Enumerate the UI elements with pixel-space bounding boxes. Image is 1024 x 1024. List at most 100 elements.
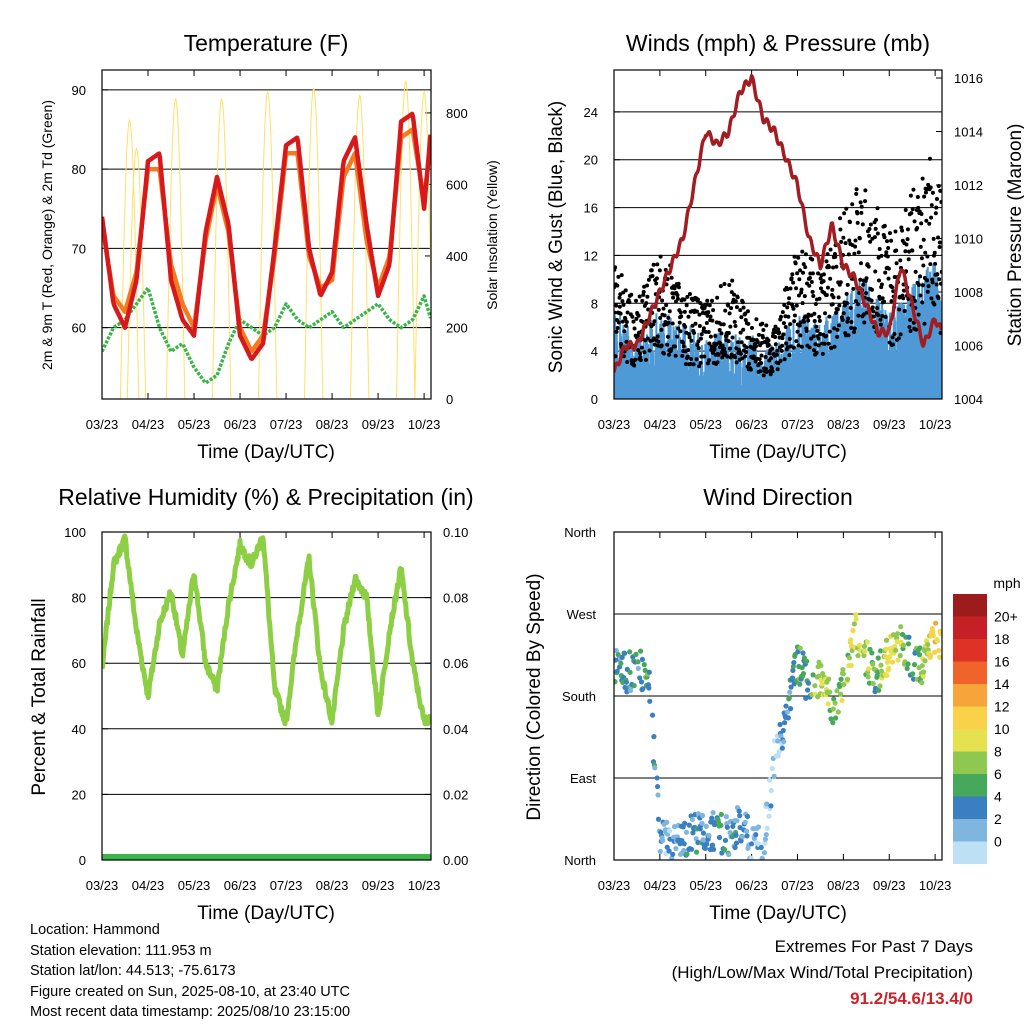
rh-tick-label: 60 bbox=[72, 656, 86, 671]
gust-point bbox=[696, 346, 701, 351]
direction-point bbox=[819, 681, 825, 687]
gust-point bbox=[936, 184, 941, 189]
gust-point bbox=[776, 327, 781, 332]
gust-point bbox=[867, 233, 872, 238]
gust-point bbox=[717, 327, 722, 332]
gust-point bbox=[796, 343, 801, 348]
gust-point bbox=[726, 303, 731, 308]
gust-point bbox=[692, 330, 697, 335]
direction-point bbox=[764, 825, 770, 831]
gust-point bbox=[787, 353, 792, 358]
gust-point bbox=[814, 351, 819, 356]
gust-point bbox=[618, 292, 623, 297]
gust-point bbox=[855, 220, 860, 225]
gust-point bbox=[749, 325, 754, 330]
gust-point bbox=[809, 279, 814, 284]
legend-swatch bbox=[953, 841, 987, 864]
direction-point bbox=[893, 647, 899, 653]
gust-point bbox=[764, 370, 769, 375]
direction-point bbox=[877, 648, 884, 654]
solar-day-curve bbox=[414, 91, 431, 399]
gust-point bbox=[670, 321, 675, 326]
gust-point bbox=[908, 329, 913, 334]
gust-point bbox=[910, 248, 915, 253]
gust-point bbox=[848, 305, 853, 310]
direction-point bbox=[684, 851, 690, 857]
gust-point bbox=[919, 212, 924, 217]
direction-point bbox=[850, 627, 856, 634]
gust-point bbox=[844, 291, 849, 296]
direction-tick-label: North bbox=[564, 525, 596, 540]
gust-point bbox=[853, 299, 858, 304]
direction-point bbox=[904, 665, 910, 672]
gust-point bbox=[879, 282, 884, 287]
gust-point bbox=[905, 227, 910, 232]
gust-point bbox=[705, 298, 710, 303]
direction-point bbox=[786, 695, 792, 701]
gust-point bbox=[725, 354, 730, 359]
direction-point bbox=[718, 822, 724, 829]
gust-point bbox=[672, 344, 677, 349]
gust-point bbox=[614, 310, 617, 315]
gust-point bbox=[786, 314, 791, 319]
gust-point bbox=[703, 329, 708, 334]
x-tick-label: 10/23 bbox=[919, 417, 952, 432]
pressure-ylabel: Station Pressure (Maroon) bbox=[1005, 124, 1024, 347]
gust-point bbox=[676, 326, 681, 331]
direction-point bbox=[832, 700, 838, 706]
direction-point bbox=[695, 839, 701, 846]
gust-point bbox=[870, 305, 875, 310]
gust-point bbox=[730, 335, 735, 340]
gust-point bbox=[903, 208, 908, 213]
gust-point bbox=[658, 254, 663, 259]
gust-point bbox=[682, 297, 687, 302]
gust-point bbox=[797, 323, 802, 328]
gust-point bbox=[792, 319, 797, 324]
direction-point bbox=[835, 709, 841, 715]
gust-point bbox=[738, 330, 743, 335]
direction-point bbox=[626, 649, 633, 655]
gust-point bbox=[913, 269, 918, 274]
gust-point bbox=[760, 321, 765, 326]
gust-point bbox=[726, 331, 731, 336]
gust-point bbox=[923, 190, 928, 195]
gust-point bbox=[763, 354, 768, 359]
humidity-precip-panel: Relative Humidity (%) & Precipitation (i… bbox=[29, 484, 474, 924]
direction-point bbox=[641, 662, 647, 668]
gust-point bbox=[759, 361, 764, 366]
gust-point bbox=[814, 324, 819, 329]
direction-point bbox=[637, 675, 643, 681]
gust-point bbox=[614, 265, 618, 270]
gust-point bbox=[893, 229, 898, 234]
x-tick-label: 06/23 bbox=[735, 878, 768, 893]
gust-point bbox=[658, 315, 663, 320]
gust-point bbox=[829, 346, 834, 351]
direction-point bbox=[703, 823, 709, 829]
gust-point bbox=[723, 308, 728, 313]
direction-point bbox=[848, 662, 854, 669]
gust-point bbox=[822, 341, 827, 346]
x-tick-label: 07/23 bbox=[781, 878, 814, 893]
gust-point bbox=[675, 293, 680, 298]
gust-point bbox=[936, 235, 941, 240]
direction-point bbox=[682, 820, 688, 826]
gust-point bbox=[919, 221, 924, 226]
gust-point bbox=[667, 309, 672, 314]
gust-point bbox=[686, 314, 691, 319]
gust-point bbox=[853, 244, 858, 249]
gust-point bbox=[618, 311, 623, 316]
direction-point bbox=[800, 670, 807, 677]
gust-point bbox=[727, 283, 732, 288]
gust-point bbox=[811, 293, 816, 298]
gust-point bbox=[861, 282, 866, 287]
gust-point bbox=[802, 294, 807, 299]
gust-point bbox=[871, 314, 876, 319]
gust-point bbox=[738, 308, 743, 313]
gust-point bbox=[699, 354, 704, 359]
direction-point bbox=[861, 643, 868, 650]
direction-point bbox=[840, 666, 846, 673]
gust-point bbox=[925, 289, 930, 294]
gust-point bbox=[938, 188, 942, 193]
gust-point bbox=[934, 205, 939, 210]
rh-tick-label: 0 bbox=[79, 853, 86, 868]
